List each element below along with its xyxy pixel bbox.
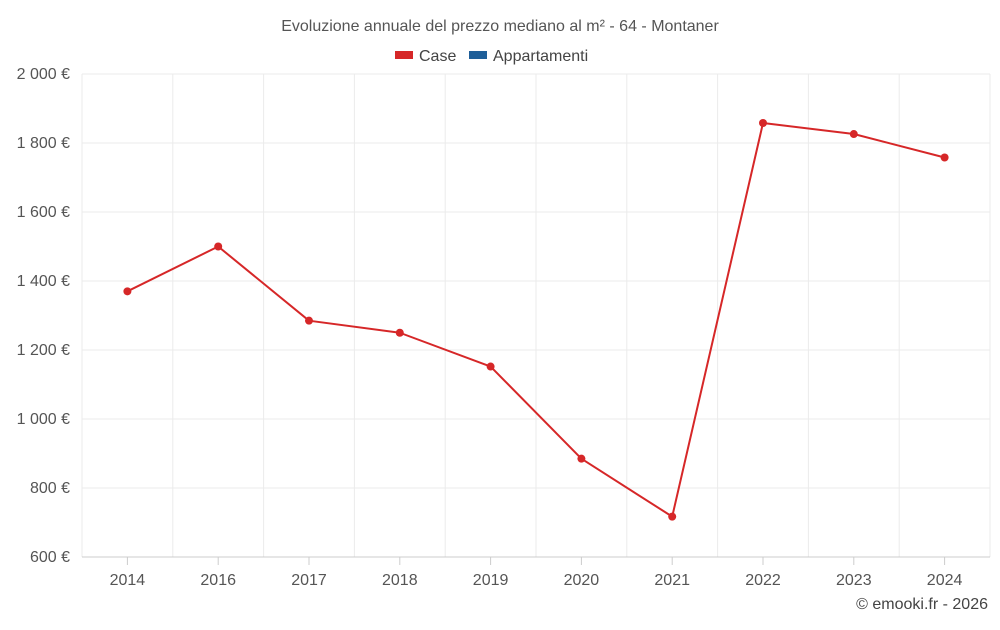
x-tick-label: 2014 xyxy=(110,572,146,589)
y-tick-label: 1 800 € xyxy=(17,135,70,152)
x-tick-label: 2023 xyxy=(836,572,872,589)
x-tick-label: 2016 xyxy=(200,572,236,589)
data-point[interactable] xyxy=(214,242,223,251)
legend-item-case[interactable]: Case xyxy=(395,48,456,65)
series xyxy=(123,118,949,521)
y-tick-label: 600 € xyxy=(30,549,70,566)
credit-text: © emooki.fr - 2026 xyxy=(856,596,988,613)
data-point[interactable] xyxy=(305,316,313,325)
x-tick-label: 2022 xyxy=(745,572,781,589)
y-tick-label: 2 000 € xyxy=(17,66,70,83)
axes: 600 € 800 € 1 000 € 1 200 € 1 400 € 1 600 € 1 … xyxy=(17,66,990,589)
legend-item-appartamenti[interactable]: Appartamenti xyxy=(469,48,588,65)
data-point[interactable] xyxy=(577,454,586,463)
data-point[interactable] xyxy=(849,130,858,139)
legend-swatch-case xyxy=(395,51,413,59)
chart-title: Evoluzione annuale del prezzo mediano al… xyxy=(281,18,719,35)
x-tick-label: 2018 xyxy=(382,572,418,589)
y-tick-label: 1 400 € xyxy=(17,273,70,290)
data-point[interactable] xyxy=(123,287,132,296)
data-point[interactable] xyxy=(486,362,495,371)
data-point[interactable] xyxy=(668,512,677,521)
data-point[interactable] xyxy=(940,153,949,162)
grid xyxy=(81,73,991,557)
x-tick-label: 2024 xyxy=(927,572,963,589)
x-tick-label: 2021 xyxy=(654,572,690,589)
legend-label-case: Case xyxy=(419,48,456,65)
y-tick-label: 800 € xyxy=(30,480,70,497)
y-tick-label: 1 000 € xyxy=(17,411,70,428)
x-tick-label: 2017 xyxy=(291,572,327,589)
x-tick-label: 2019 xyxy=(473,572,509,589)
legend-swatch-appartamenti xyxy=(469,51,487,59)
data-point[interactable] xyxy=(759,118,767,127)
legend: Case Appartamenti xyxy=(395,48,588,65)
data-point[interactable] xyxy=(395,328,404,337)
series-line-0 xyxy=(126,121,945,518)
legend-label-appartamenti: Appartamenti xyxy=(493,48,588,65)
y-tick-label: 1 600 € xyxy=(17,204,70,221)
x-tick-label: 2020 xyxy=(564,572,600,589)
y-tick-label: 1 200 € xyxy=(17,342,70,359)
